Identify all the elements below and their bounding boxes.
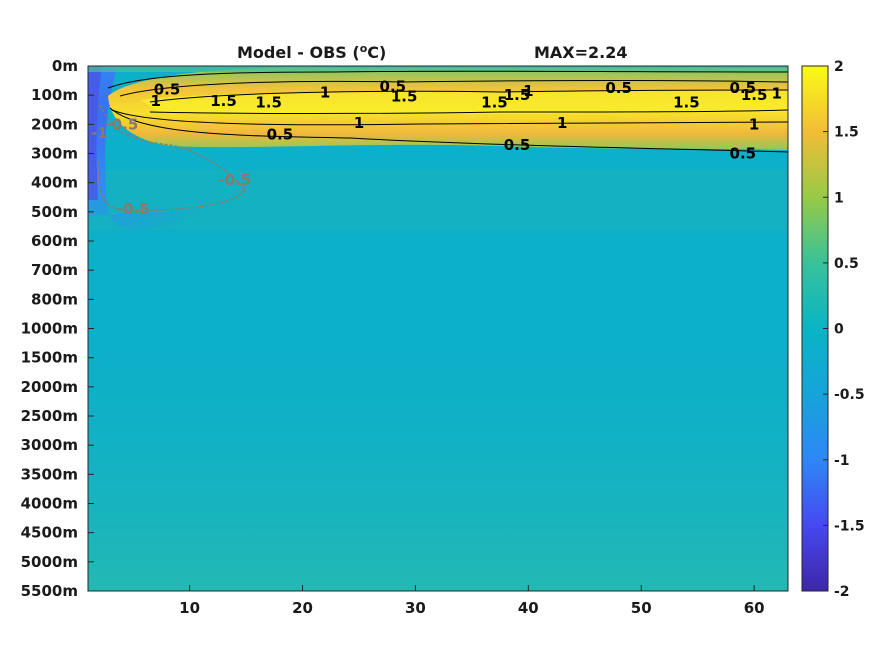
contour-label: 0.5 <box>380 77 407 95</box>
y-tick-label: 800m <box>31 290 78 308</box>
chart-title: Model - OBS (oC) <box>237 42 386 62</box>
contour-label: 1.5 <box>673 93 700 111</box>
y-tick-label: 3000m <box>21 436 78 454</box>
y-tick-label: 500m <box>31 203 78 221</box>
contour-label: 0.5 <box>504 136 531 154</box>
y-tick-label: 300m <box>31 145 78 163</box>
colorbar-tick-label: 0 <box>834 322 844 338</box>
contour-label: 1 <box>523 82 533 100</box>
y-tick-label: 700m <box>31 261 78 279</box>
cold-anomaly-region <box>88 66 240 230</box>
contour-line-0.5-top <box>107 70 788 89</box>
contour-label: 1 <box>151 92 161 110</box>
y-tick-label: 4500m <box>21 524 78 542</box>
contour-label: -0.5 <box>218 171 251 189</box>
colorbar-tick-label: -1 <box>834 453 850 469</box>
contour-label: 1.5 <box>504 86 531 104</box>
y-tick-label: 2000m <box>21 378 78 396</box>
contour-label: -1 <box>91 124 108 142</box>
contour-line-0.5-bottom <box>109 107 788 153</box>
contour-label: 0.5 <box>154 80 181 98</box>
heatmap-subsurface-layer <box>88 170 788 230</box>
contour-label: 1.5 <box>391 88 418 106</box>
x-tick-label: 10 <box>179 599 200 617</box>
x-tick-label: 60 <box>744 599 765 617</box>
colorbar-tick-label: -0.5 <box>834 387 865 403</box>
contour-label: -0.5 <box>117 200 150 218</box>
x-axis: 10 20 30 40 50 60 <box>179 585 765 617</box>
contour-line-1.5-bottom <box>149 109 788 114</box>
contour-label: 0.5 <box>267 126 294 144</box>
colorbar-tick-label: 1 <box>834 190 844 206</box>
heatmap-field <box>88 66 788 591</box>
colorbar-tick-label: 2 <box>834 59 844 75</box>
y-tick-label: 0m <box>52 57 78 75</box>
cold-anomaly-core <box>88 66 102 200</box>
y-tick-label: 5500m <box>21 582 78 600</box>
colorbar-axis: 2 1.5 1 0.5 0 -0.5 -1 -1.5 -2 <box>823 59 865 600</box>
y-tick-label: 200m <box>31 115 78 133</box>
x-tick-label: 20 <box>292 599 313 617</box>
contour-label: -0.5 <box>105 115 138 133</box>
y-tick-label: 1500m <box>21 349 78 367</box>
contour-line-neg-0.5 <box>97 104 246 212</box>
y-tick-label: 2500m <box>21 407 78 425</box>
y-tick-label: 400m <box>31 174 78 192</box>
contour-label: 0.5 <box>730 145 757 163</box>
contour-label: 1 <box>320 83 330 101</box>
contour-label: 1.5 <box>255 93 282 111</box>
contour-label: 1 <box>749 115 759 133</box>
surface-layer <box>88 66 788 72</box>
contour-label: 1 <box>354 114 364 132</box>
y-tick-label: 100m <box>31 86 78 104</box>
colorbar-tick-label: 1.5 <box>834 125 859 141</box>
max-value-label: MAX=2.24 <box>534 43 628 62</box>
colorbar-tick-label: 0.5 <box>834 256 859 272</box>
contour-label: 1.5 <box>741 86 768 104</box>
x-tick-label: 50 <box>631 599 652 617</box>
contour-line-1-top <box>119 80 788 97</box>
contour-label: 1.5 <box>481 93 508 111</box>
y-tick-label: 3500m <box>21 465 78 483</box>
contour-label: 1 <box>771 85 781 103</box>
y-axis: 0m 100m 200m 300m 400m 500m 600m 700m 800m 1000m 1… <box>21 57 94 600</box>
y-tick-label: 1000m <box>21 320 78 338</box>
colorbar-tick-label: -1.5 <box>834 518 865 534</box>
x-tick-label: 40 <box>518 599 539 617</box>
contour-line-1.5-top <box>149 89 788 103</box>
contour-line-1-bottom <box>111 109 788 126</box>
contour-label: 0.5 <box>730 79 757 97</box>
x-tick-label: 30 <box>405 599 426 617</box>
heatmap-deep-layer <box>88 330 788 591</box>
y-tick-label: 600m <box>31 232 78 250</box>
colorbar-tick-label: -2 <box>834 584 850 600</box>
contour-labels: 0.5 1 0.5 1 0.5 0.51 1.5 1.5 1.5 1.51.5 1.5 11.51 1 1… <box>91 77 782 218</box>
contour-label: 0.5 <box>605 79 632 97</box>
y-tick-label: 5000m <box>21 553 78 571</box>
contour-label: 1 <box>557 114 567 132</box>
warm-anomaly-core <box>140 90 788 115</box>
y-tick-label: 4000m <box>21 495 78 513</box>
contour-label: 1.5 <box>210 92 237 110</box>
